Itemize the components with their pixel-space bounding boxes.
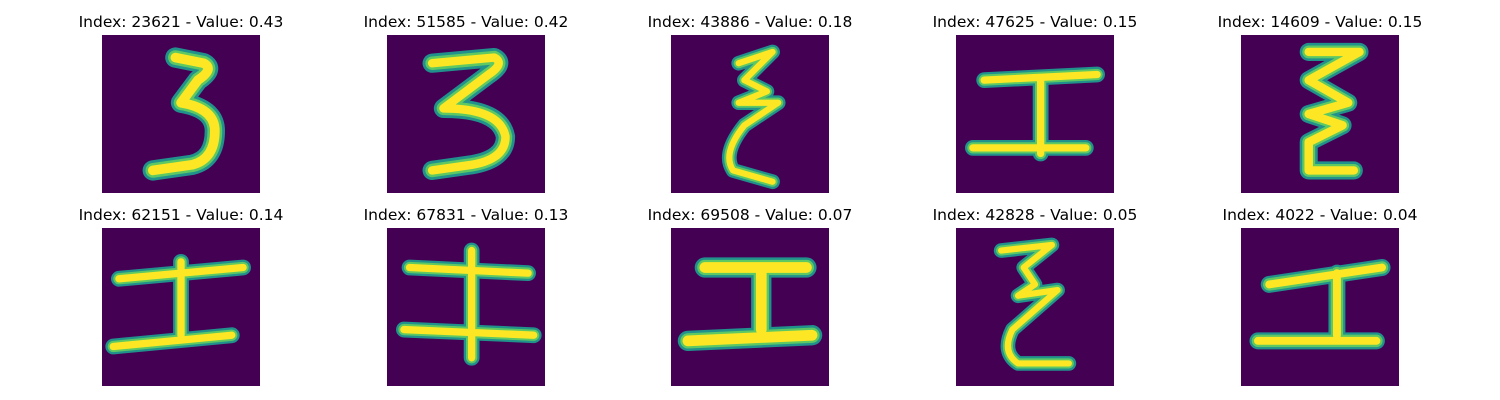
digit-image bbox=[671, 228, 829, 386]
panel-title: Index: 67831 - Value: 0.13 bbox=[363, 206, 569, 224]
glyph-canvas bbox=[956, 228, 1114, 386]
panel-title: Index: 51585 - Value: 0.42 bbox=[363, 13, 569, 31]
digit-image bbox=[671, 35, 829, 193]
glyph-stroke bbox=[142, 47, 226, 181]
glyph-canvas bbox=[387, 35, 545, 193]
sample-panel: Index: 43886 - Value: 0.18 bbox=[625, 12, 875, 202]
glyph-canvas bbox=[671, 35, 829, 193]
panel-title: Index: 23621 - Value: 0.43 bbox=[78, 13, 284, 31]
glyph-canvas bbox=[671, 228, 829, 386]
sample-panel: Index: 14609 - Value: 0.15 bbox=[1195, 12, 1445, 202]
panel-title: Index: 69508 - Value: 0.07 bbox=[647, 206, 853, 224]
digit-image bbox=[1241, 228, 1399, 386]
glyph-canvas bbox=[956, 35, 1114, 193]
glyph-stroke bbox=[722, 44, 786, 190]
glyph-canvas bbox=[102, 228, 260, 386]
glyph-stroke bbox=[965, 66, 1105, 162]
glyph-canvas bbox=[387, 228, 545, 386]
sample-panel: Index: 62151 - Value: 0.14 bbox=[56, 205, 306, 395]
glyph-canvas bbox=[1241, 35, 1399, 193]
glyph-stroke bbox=[396, 242, 542, 366]
sample-panel: Index: 23621 - Value: 0.43 bbox=[56, 12, 306, 202]
sample-panel: Index: 4022 - Value: 0.04 bbox=[1195, 205, 1445, 395]
digit-image bbox=[956, 35, 1114, 193]
sample-panel: Index: 69508 - Value: 0.07 bbox=[625, 205, 875, 395]
digit-image bbox=[387, 228, 545, 386]
panel-title: Index: 47625 - Value: 0.15 bbox=[932, 13, 1138, 31]
image-background bbox=[1241, 228, 1399, 386]
image-background bbox=[671, 228, 829, 386]
sample-panel: Index: 51585 - Value: 0.42 bbox=[341, 12, 591, 202]
panel-title: Index: 62151 - Value: 0.14 bbox=[78, 206, 284, 224]
panel-title: Index: 14609 - Value: 0.15 bbox=[1217, 13, 1423, 31]
glyph-stroke bbox=[422, 47, 516, 181]
glyph-stroke bbox=[1249, 259, 1391, 350]
digit-image bbox=[102, 228, 260, 386]
panel-title: Index: 42828 - Value: 0.05 bbox=[932, 206, 1138, 224]
panel-title: Index: 4022 - Value: 0.04 bbox=[1222, 206, 1418, 224]
glyph-stroke bbox=[105, 253, 251, 355]
sample-panel: Index: 67831 - Value: 0.13 bbox=[341, 205, 591, 395]
glyph-canvas bbox=[1241, 228, 1399, 386]
sample-panel: Index: 47625 - Value: 0.15 bbox=[910, 12, 1160, 202]
digit-image bbox=[387, 35, 545, 193]
glyph-stroke bbox=[1299, 42, 1369, 180]
digit-image bbox=[1241, 35, 1399, 193]
digit-image bbox=[102, 35, 260, 193]
glyph-stroke bbox=[677, 257, 823, 352]
glyph-canvas bbox=[102, 35, 260, 193]
panel-title: Index: 43886 - Value: 0.18 bbox=[647, 13, 853, 31]
sample-panel: Index: 42828 - Value: 0.05 bbox=[910, 205, 1160, 395]
glyph-stroke bbox=[993, 237, 1077, 371]
digit-image bbox=[956, 228, 1114, 386]
